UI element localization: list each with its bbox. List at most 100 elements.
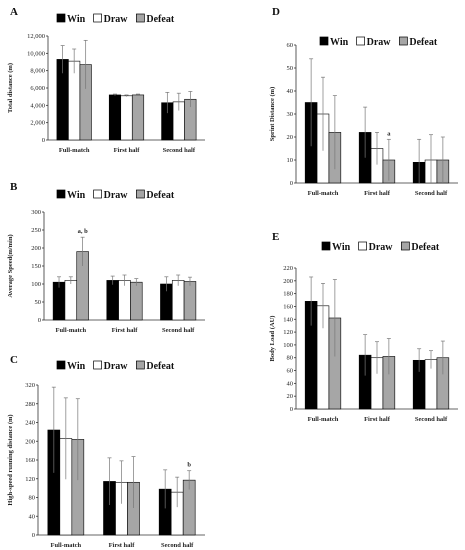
legend-swatch (356, 36, 365, 46)
x-category-label: First half (112, 327, 139, 334)
y-tick-label: 240 (25, 420, 35, 427)
y-tick-label: 100 (31, 281, 41, 288)
y-tick-label: 50 (35, 299, 42, 306)
y-axis-label: Sprint Distance (m) (269, 87, 276, 142)
legend-swatch (93, 189, 102, 199)
y-tick-label: 220 (283, 265, 293, 272)
x-category-label: Second half (163, 147, 196, 154)
legend-label: Defeat (146, 14, 174, 25)
legend-swatch (93, 13, 102, 23)
y-tick-label: 10,000 (27, 50, 45, 57)
legend: Win Draw Defeat (56, 189, 175, 201)
y-tick-label: 6,000 (30, 85, 45, 92)
y-axis-label: High-speed running distance (m) (7, 414, 14, 505)
y-tick-label: 200 (31, 245, 41, 252)
x-category-label: Second half (162, 327, 195, 334)
bar (120, 95, 133, 141)
y-axis-label: Body Load (AU) (269, 316, 276, 362)
x-category-label: Full-match (308, 190, 339, 197)
y-tick-label: 30 (287, 111, 294, 118)
y-tick-label: 120 (283, 329, 293, 336)
legend-swatch (401, 241, 410, 251)
panel-letter: A (10, 6, 18, 18)
legend: Win Draw Defeat (56, 13, 175, 25)
legend-label: Win (67, 190, 86, 201)
legend: Win Draw Defeat (56, 360, 175, 372)
bar (108, 94, 122, 141)
legend-label: Win (67, 14, 86, 25)
y-tick-label: 320 (25, 382, 35, 389)
y-tick-label: 80 (29, 495, 36, 502)
y-tick-label: 250 (31, 227, 41, 234)
x-category-label: Full-match (50, 542, 81, 549)
y-tick-label: 8,000 (30, 68, 45, 75)
y-tick-label: 40 (29, 513, 36, 520)
y-tick-label: 200 (25, 438, 35, 445)
x-category-label: First half (114, 147, 141, 154)
y-tick-label: 40 (287, 380, 294, 387)
bar (106, 280, 119, 321)
legend-label: Win (330, 37, 349, 48)
y-tick-label: 40 (287, 88, 294, 95)
y-tick-label: 2,000 (30, 120, 45, 127)
y-axis-label: Average Speed(m/min) (7, 234, 14, 297)
legend-label: Draw (104, 190, 129, 201)
y-tick-label: 100 (283, 342, 293, 349)
chart-panel-a: A Win Draw Defeat 0 2,000 4,000 6,000 8,000 10,00… (7, 6, 205, 154)
y-tick-label: 180 (283, 291, 293, 298)
legend-label: Draw (367, 37, 392, 48)
y-tick-label: 0 (32, 532, 35, 539)
y-tick-label: 160 (283, 303, 293, 310)
y-tick-label: 50 (287, 65, 294, 72)
legend-swatch (136, 13, 145, 23)
legend-swatch (319, 36, 329, 46)
y-tick-label: 0 (290, 180, 293, 187)
y-tick-label: 20 (287, 134, 294, 141)
bar (183, 281, 197, 321)
x-category-label: Second half (161, 542, 194, 549)
y-tick-label: 60 (287, 368, 294, 375)
panel-letter: B (10, 181, 18, 193)
x-category-label: Full-match (55, 327, 86, 334)
legend-swatch (399, 36, 408, 46)
legend-label: Win (332, 242, 351, 253)
chart-panel-e: E Win Draw Defeat 0 20 40 60 80 100 120 140 160 180 20… (269, 231, 458, 423)
legend-swatch (321, 241, 331, 251)
y-tick-label: 160 (25, 457, 35, 464)
x-category-label: Full-match (308, 416, 339, 423)
bar (52, 281, 66, 321)
x-category-label: Second half (415, 416, 448, 423)
legend-label: Draw (369, 242, 394, 253)
chart-panel-b: B Win Draw Defeat 0 50 100 150 200 250 300 Average … (7, 181, 205, 334)
x-category-label: First half (109, 542, 136, 549)
legend-swatch (136, 360, 145, 370)
y-tick-label: 60 (287, 42, 294, 49)
y-tick-label: 0 (290, 406, 293, 413)
legend: Win Draw Defeat (321, 241, 440, 253)
bar (130, 281, 143, 321)
y-tick-label: 200 (283, 278, 293, 285)
x-category-label: Full-match (59, 147, 90, 154)
x-category-label: Second half (415, 190, 448, 197)
panel-letter: E (272, 231, 279, 243)
y-tick-label: 150 (31, 263, 41, 270)
legend-label: Defeat (146, 361, 174, 372)
y-tick-label: 280 (25, 401, 35, 408)
x-category-label: First half (364, 416, 391, 423)
y-tick-label: 10 (287, 157, 294, 164)
legend-swatch (56, 189, 66, 199)
bar (171, 280, 185, 321)
y-tick-label: 80 (287, 355, 294, 362)
y-tick-label: 20 (287, 393, 294, 400)
legend-label: Defeat (409, 37, 437, 48)
legend-label: Win (67, 361, 86, 372)
bar (118, 280, 131, 321)
chart-panel-d: D Win Draw Defeat 0 10 20 30 40 50 60 Sprint Distan… (269, 6, 458, 197)
legend-swatch (56, 360, 66, 370)
bar (64, 280, 78, 321)
legend: Win Draw Defeat (319, 36, 438, 48)
legend-swatch (93, 360, 102, 370)
legend-label: Defeat (146, 190, 174, 201)
legend-label: Defeat (411, 242, 439, 253)
